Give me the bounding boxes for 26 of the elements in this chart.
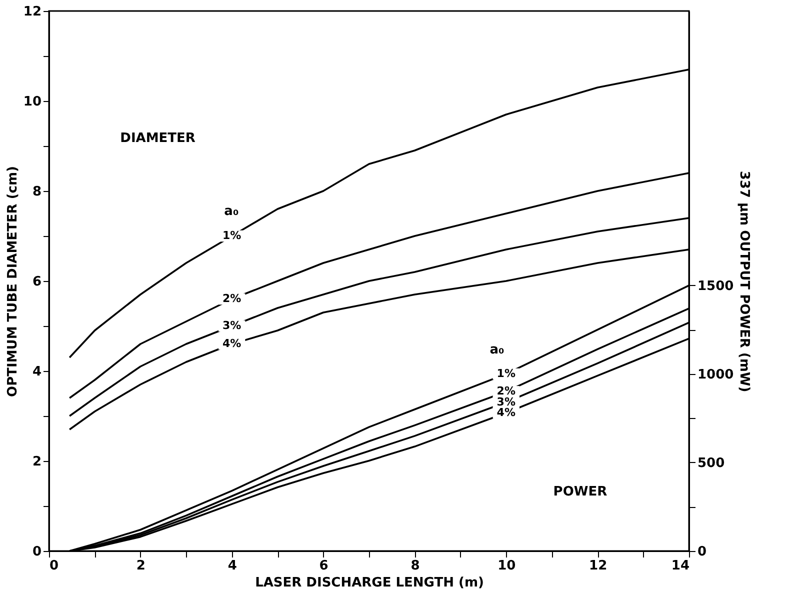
x-tick-label: 0 [50, 558, 59, 574]
y-axis-title: OPTIMUM TUBE DIAMETER (cm) [5, 166, 20, 397]
annotation: DIAMETER [120, 130, 196, 146]
y-tick-label: 8 [32, 184, 42, 200]
y-tick-label: 10 [23, 94, 42, 110]
y2-tick-label: 0 [698, 544, 707, 560]
y-tick-label: 0 [32, 544, 42, 560]
y2-tick-label: 1500 [698, 278, 734, 294]
y-tick-label: 12 [23, 4, 42, 20]
x-tick-label: 12 [589, 558, 608, 574]
annotation: a₀ [224, 204, 239, 219]
x-axis-title: LASER DISCHARGE LENGTH (m) [255, 576, 484, 590]
x-tick-label: 2 [136, 558, 146, 574]
x-tick-label: 10 [498, 558, 516, 574]
x-tick-label: 4 [228, 558, 237, 574]
annotation: POWER [553, 484, 608, 500]
y2-axis-title: 337 μm OUTPUT POWER (mW) [736, 170, 752, 392]
x-tick-label: 8 [410, 558, 420, 574]
y2-tick-label: 500 [698, 456, 725, 471]
x-tick-label: 14 [671, 558, 690, 574]
y-tick-label: 2 [32, 454, 42, 470]
annotation: a₀ [490, 342, 505, 358]
y-tick-label: 4 [32, 364, 42, 380]
y2-tick-label: 1000 [698, 367, 734, 382]
x-tick-label: 6 [319, 558, 328, 574]
y-tick-label: 6 [32, 274, 42, 290]
